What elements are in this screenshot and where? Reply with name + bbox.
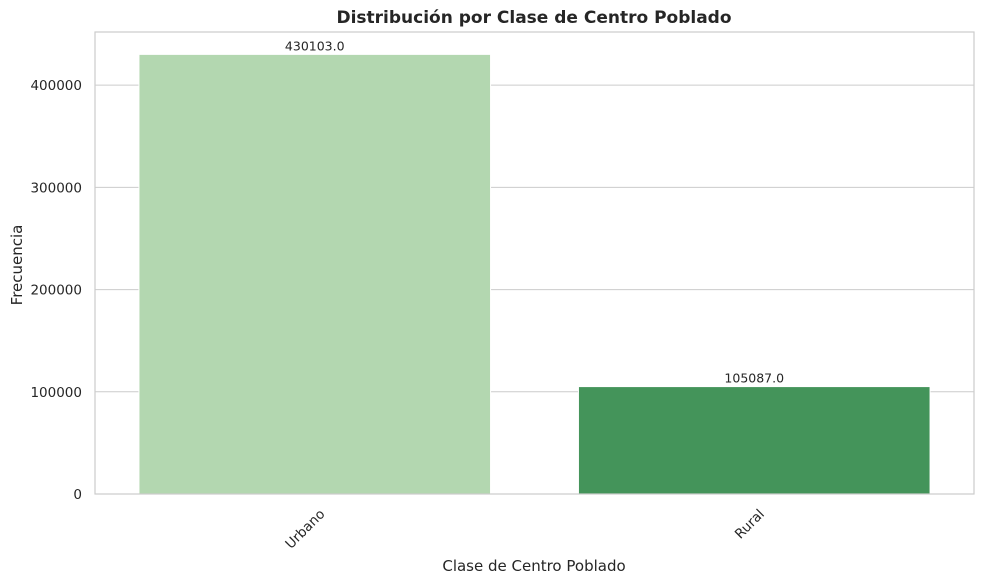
y-axis-label: Frecuencia bbox=[8, 225, 26, 306]
bar-rural bbox=[577, 386, 931, 495]
bars bbox=[138, 53, 931, 495]
plot-frame bbox=[94, 31, 975, 495]
y-tick-label: 100000 bbox=[30, 385, 82, 401]
data-labels: 430103.0 105087.0 bbox=[285, 38, 784, 385]
x-axis-ticks: Urbano Rural bbox=[282, 506, 768, 552]
data-label: 430103.0 bbox=[285, 38, 345, 53]
x-tick-label: Rural bbox=[732, 506, 768, 542]
y-tick-label: 400000 bbox=[30, 78, 82, 94]
y-axis-ticks: 0 100000 200000 300000 400000 bbox=[30, 78, 82, 503]
x-axis-label: Clase de Centro Poblado bbox=[442, 557, 625, 575]
chart-title: Distribución por Clase de Centro Poblado bbox=[336, 8, 731, 28]
y-tick-label: 0 bbox=[73, 487, 82, 503]
y-tick-label: 300000 bbox=[30, 180, 82, 196]
bar-urbano bbox=[138, 53, 492, 495]
x-tick-label: Urbano bbox=[282, 506, 328, 552]
data-label: 105087.0 bbox=[724, 371, 784, 386]
y-tick-label: 200000 bbox=[30, 283, 82, 299]
